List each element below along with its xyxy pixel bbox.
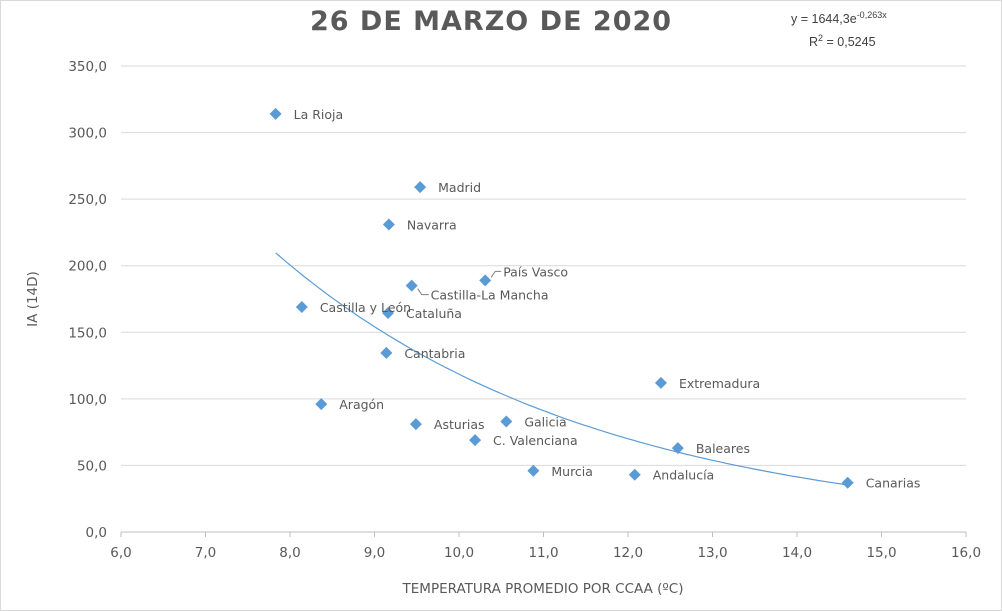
data-label: Asturias bbox=[434, 417, 485, 432]
data-point bbox=[409, 418, 422, 431]
label-leader-line bbox=[417, 288, 429, 296]
x-tick-label: 7,0 bbox=[195, 545, 216, 561]
x-tick-label: 10,0 bbox=[444, 545, 474, 561]
x-tick-label: 13,0 bbox=[697, 545, 727, 561]
trendline bbox=[275, 252, 848, 486]
data-point bbox=[414, 181, 427, 194]
y-tick-label: 50,0 bbox=[77, 458, 107, 474]
data-label: La Rioja bbox=[294, 107, 344, 122]
data-point bbox=[380, 346, 393, 359]
x-tick-label: 16,0 bbox=[951, 545, 981, 561]
data-label: Cataluña bbox=[406, 306, 462, 321]
y-tick-label: 200,0 bbox=[68, 259, 107, 275]
data-label: Navarra bbox=[407, 217, 457, 232]
data-point bbox=[527, 464, 540, 477]
r-squared: R2 = 0,5245 bbox=[809, 33, 876, 49]
x-tick-label: 12,0 bbox=[613, 545, 643, 561]
data-label: Murcia bbox=[551, 464, 593, 479]
data-label: Madrid bbox=[438, 180, 481, 195]
chart-title: 26 DE MARZO DE 2020 bbox=[310, 6, 672, 37]
data-point bbox=[469, 434, 482, 447]
data-label: Andalucía bbox=[653, 468, 714, 483]
x-axis-label: TEMPERATURA PROMEDIO POR CCAA (ºC) bbox=[402, 581, 684, 597]
y-tick-label: 300,0 bbox=[68, 126, 107, 142]
data-point bbox=[628, 468, 641, 481]
data-label: Aragón bbox=[339, 397, 384, 412]
data-label: Canarias bbox=[866, 476, 921, 491]
data-point bbox=[405, 279, 418, 292]
data-point bbox=[500, 415, 513, 428]
y-tick-label: 0,0 bbox=[86, 525, 107, 541]
data-point bbox=[671, 442, 684, 455]
data-point bbox=[295, 300, 308, 313]
data-point bbox=[841, 476, 854, 489]
y-tick-label: 350,0 bbox=[68, 59, 107, 75]
data-label: Castilla-La Mancha bbox=[431, 288, 549, 303]
x-tick-label: 6,0 bbox=[110, 545, 131, 561]
y-tick-label: 250,0 bbox=[68, 192, 107, 208]
data-point bbox=[479, 274, 492, 287]
data-label: Extremadura bbox=[679, 376, 760, 391]
y-axis-label: IA (14D) bbox=[25, 271, 41, 327]
data-point bbox=[269, 107, 282, 120]
data-label: Baleares bbox=[696, 441, 750, 456]
x-tick-label: 14,0 bbox=[782, 545, 812, 561]
data-point bbox=[382, 218, 395, 231]
data-label: Galicia bbox=[524, 414, 566, 429]
x-tick-label: 15,0 bbox=[866, 545, 896, 561]
x-tick-label: 8,0 bbox=[279, 545, 300, 561]
data-point bbox=[654, 376, 667, 389]
data-point bbox=[315, 398, 328, 411]
trend-equation: y = 1644,3e-0,263x bbox=[791, 10, 887, 26]
x-tick-label: 9,0 bbox=[364, 545, 385, 561]
data-point bbox=[382, 306, 395, 319]
data-label: Cantabria bbox=[404, 346, 465, 361]
y-tick-label: 100,0 bbox=[68, 392, 107, 408]
data-label: Castilla y León bbox=[320, 300, 411, 315]
data-label: C. Valenciana bbox=[493, 433, 578, 448]
data-label: País Vasco bbox=[503, 264, 568, 279]
y-tick-label: 150,0 bbox=[68, 325, 107, 341]
x-tick-label: 11,0 bbox=[528, 545, 558, 561]
label-leader-line bbox=[490, 270, 502, 278]
